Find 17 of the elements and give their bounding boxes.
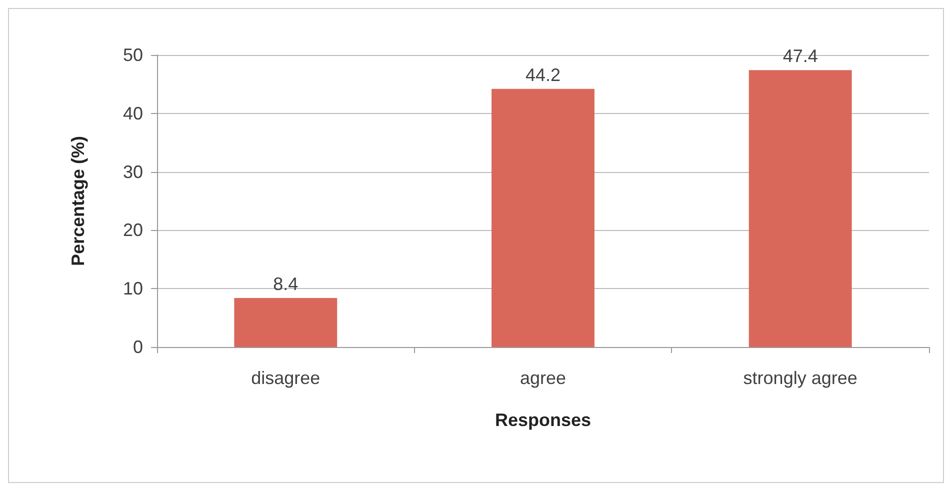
data-label: 44.2 <box>525 64 561 85</box>
y-tick-label: 10 <box>122 278 143 299</box>
x-tick-label: disagree <box>251 368 320 388</box>
data-label: 8.4 <box>273 274 298 294</box>
y-axis-title: Percentage (%) <box>68 136 88 266</box>
y-tick-label: 40 <box>122 103 143 124</box>
data-label: 47.4 <box>782 46 818 66</box>
x-axis-title: Responses <box>494 410 592 430</box>
y-tick-label: 20 <box>122 220 143 240</box>
bar <box>492 88 594 347</box>
x-tick-label: agree <box>520 368 566 388</box>
y-tick-label: 30 <box>122 162 143 182</box>
bar <box>234 298 338 347</box>
bar <box>748 70 852 347</box>
y-tick-label: 0 <box>132 337 143 357</box>
x-tick-label: strongly agree <box>743 368 858 388</box>
y-tick-label: 50 <box>122 45 143 65</box>
